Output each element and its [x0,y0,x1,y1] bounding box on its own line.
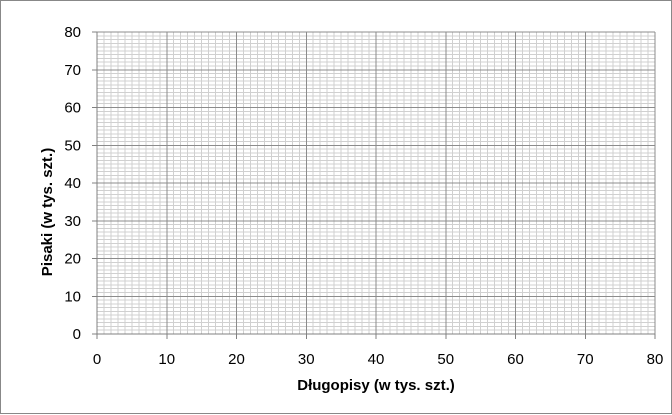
y-tick-label: 30 [64,213,81,230]
x-tick-label: 20 [228,351,245,368]
x-tick-label: 80 [647,351,664,368]
y-tick-label: 80 [64,24,81,41]
x-tick-labels: 0 10 20 30 40 50 60 70 80 [93,351,664,368]
y-tick-label: 20 [64,251,81,268]
x-tick-label: 60 [507,351,524,368]
x-axis-title: Długopisy (w tys. szt.) [297,377,455,394]
x-tick-label: 40 [368,351,385,368]
y-tick-label: 60 [64,100,81,117]
x-tick-label: 10 [158,351,175,368]
x-tick-label: 70 [577,351,594,368]
y-tick-label: 50 [64,137,81,154]
y-axis-title: Pisaki (w tys. szt.) [39,148,56,276]
y-tick-label: 10 [64,288,81,305]
x-tick-label: 50 [437,351,454,368]
y-tick-label: 40 [64,175,81,192]
y-tick-labels: 0 10 20 30 40 50 60 70 80 [64,24,81,343]
y-tick-label: 0 [73,326,81,343]
x-tick-label: 30 [298,351,315,368]
y-tick-label: 70 [64,62,81,79]
axes [92,31,656,339]
x-tick-label: 0 [93,351,101,368]
